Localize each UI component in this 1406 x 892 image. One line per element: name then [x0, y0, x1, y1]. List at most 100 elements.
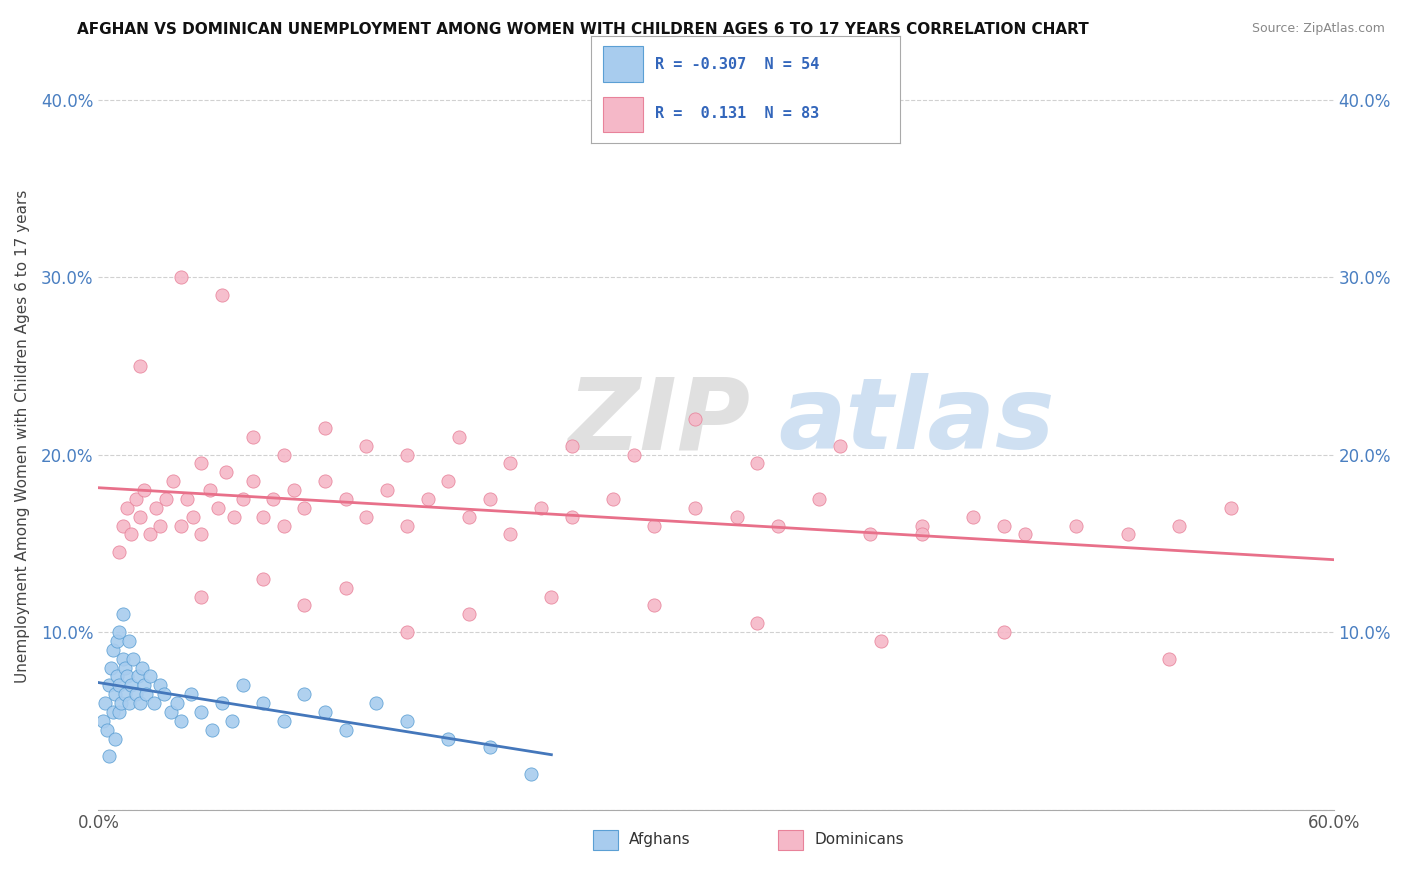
Point: [145, 500, 167, 515]
Point: [201, 723, 224, 737]
Point: [139, 527, 162, 541]
Point: [108, 678, 131, 692]
Point: [127, 669, 149, 683]
Point: [190, 590, 212, 604]
Point: [155, 491, 177, 506]
Point: [190, 527, 212, 541]
Point: [273, 518, 295, 533]
Point: [207, 500, 229, 515]
Point: [112, 651, 135, 665]
Point: [120, 678, 142, 692]
Point: [478, 491, 501, 506]
Point: [375, 483, 398, 497]
Point: [114, 660, 136, 674]
Point: [118, 696, 141, 710]
Text: atlas: atlas: [778, 374, 1054, 470]
Point: [643, 599, 665, 613]
Point: [993, 625, 1015, 640]
Point: [252, 696, 274, 710]
Point: [366, 696, 388, 710]
Point: [747, 616, 769, 631]
Point: [335, 491, 357, 506]
Point: [117, 500, 139, 515]
Point: [396, 518, 419, 533]
Point: [685, 500, 707, 515]
Point: [354, 509, 377, 524]
Point: [252, 509, 274, 524]
Point: [396, 714, 419, 728]
Point: [97, 749, 120, 764]
Point: [530, 500, 553, 515]
Point: [1066, 518, 1088, 533]
Point: [1014, 527, 1036, 541]
Point: [96, 723, 118, 737]
Point: [314, 705, 336, 719]
Point: [132, 678, 155, 692]
Point: [623, 448, 645, 462]
Point: [198, 483, 221, 497]
Point: [232, 678, 254, 692]
Point: [292, 500, 315, 515]
Point: [335, 723, 357, 737]
Point: [499, 527, 522, 541]
Point: [520, 767, 543, 781]
Point: [437, 731, 460, 746]
Point: [166, 696, 188, 710]
Point: [170, 714, 193, 728]
Point: [104, 687, 127, 701]
Text: ZIP: ZIP: [568, 374, 751, 470]
Point: [685, 412, 707, 426]
Point: [162, 474, 184, 488]
Point: [215, 465, 238, 479]
Point: [101, 705, 124, 719]
Point: [437, 474, 460, 488]
Point: [396, 625, 419, 640]
Point: [128, 509, 150, 524]
Point: [122, 651, 145, 665]
Point: [190, 705, 212, 719]
Point: [110, 696, 132, 710]
Point: [354, 439, 377, 453]
Point: [962, 509, 984, 524]
Point: [153, 687, 176, 701]
Point: [108, 545, 131, 559]
Point: [252, 572, 274, 586]
Point: [242, 430, 264, 444]
Point: [273, 714, 295, 728]
Point: [314, 474, 336, 488]
Point: [766, 518, 789, 533]
Point: [396, 448, 419, 462]
Point: [911, 527, 934, 541]
Point: [283, 483, 305, 497]
Point: [128, 359, 150, 373]
Point: [602, 491, 624, 506]
Point: [132, 483, 155, 497]
Point: [859, 527, 882, 541]
Point: [108, 705, 131, 719]
Point: [499, 457, 522, 471]
Point: [828, 439, 851, 453]
Point: [561, 439, 583, 453]
Point: [105, 634, 128, 648]
Point: [458, 607, 481, 622]
Point: [149, 678, 172, 692]
Point: [108, 625, 131, 640]
Point: [100, 660, 122, 674]
Point: [292, 687, 315, 701]
Point: [211, 287, 233, 301]
Point: [211, 696, 233, 710]
Point: [181, 509, 204, 524]
Point: [1157, 651, 1180, 665]
Point: [149, 518, 172, 533]
Point: [135, 687, 157, 701]
Point: [114, 687, 136, 701]
Point: [221, 714, 243, 728]
Bar: [603, 46, 643, 82]
Text: AFGHAN VS DOMINICAN UNEMPLOYMENT AMONG WOMEN WITH CHILDREN AGES 6 TO 17 YEARS CO: AFGHAN VS DOMINICAN UNEMPLOYMENT AMONG W…: [77, 22, 1090, 37]
Point: [176, 491, 198, 506]
Point: [159, 705, 181, 719]
Point: [292, 599, 315, 613]
Y-axis label: Unemployment Among Women with Children Ages 6 to 17 years: Unemployment Among Women with Children A…: [15, 190, 30, 683]
Point: [1219, 500, 1241, 515]
Point: [131, 660, 153, 674]
